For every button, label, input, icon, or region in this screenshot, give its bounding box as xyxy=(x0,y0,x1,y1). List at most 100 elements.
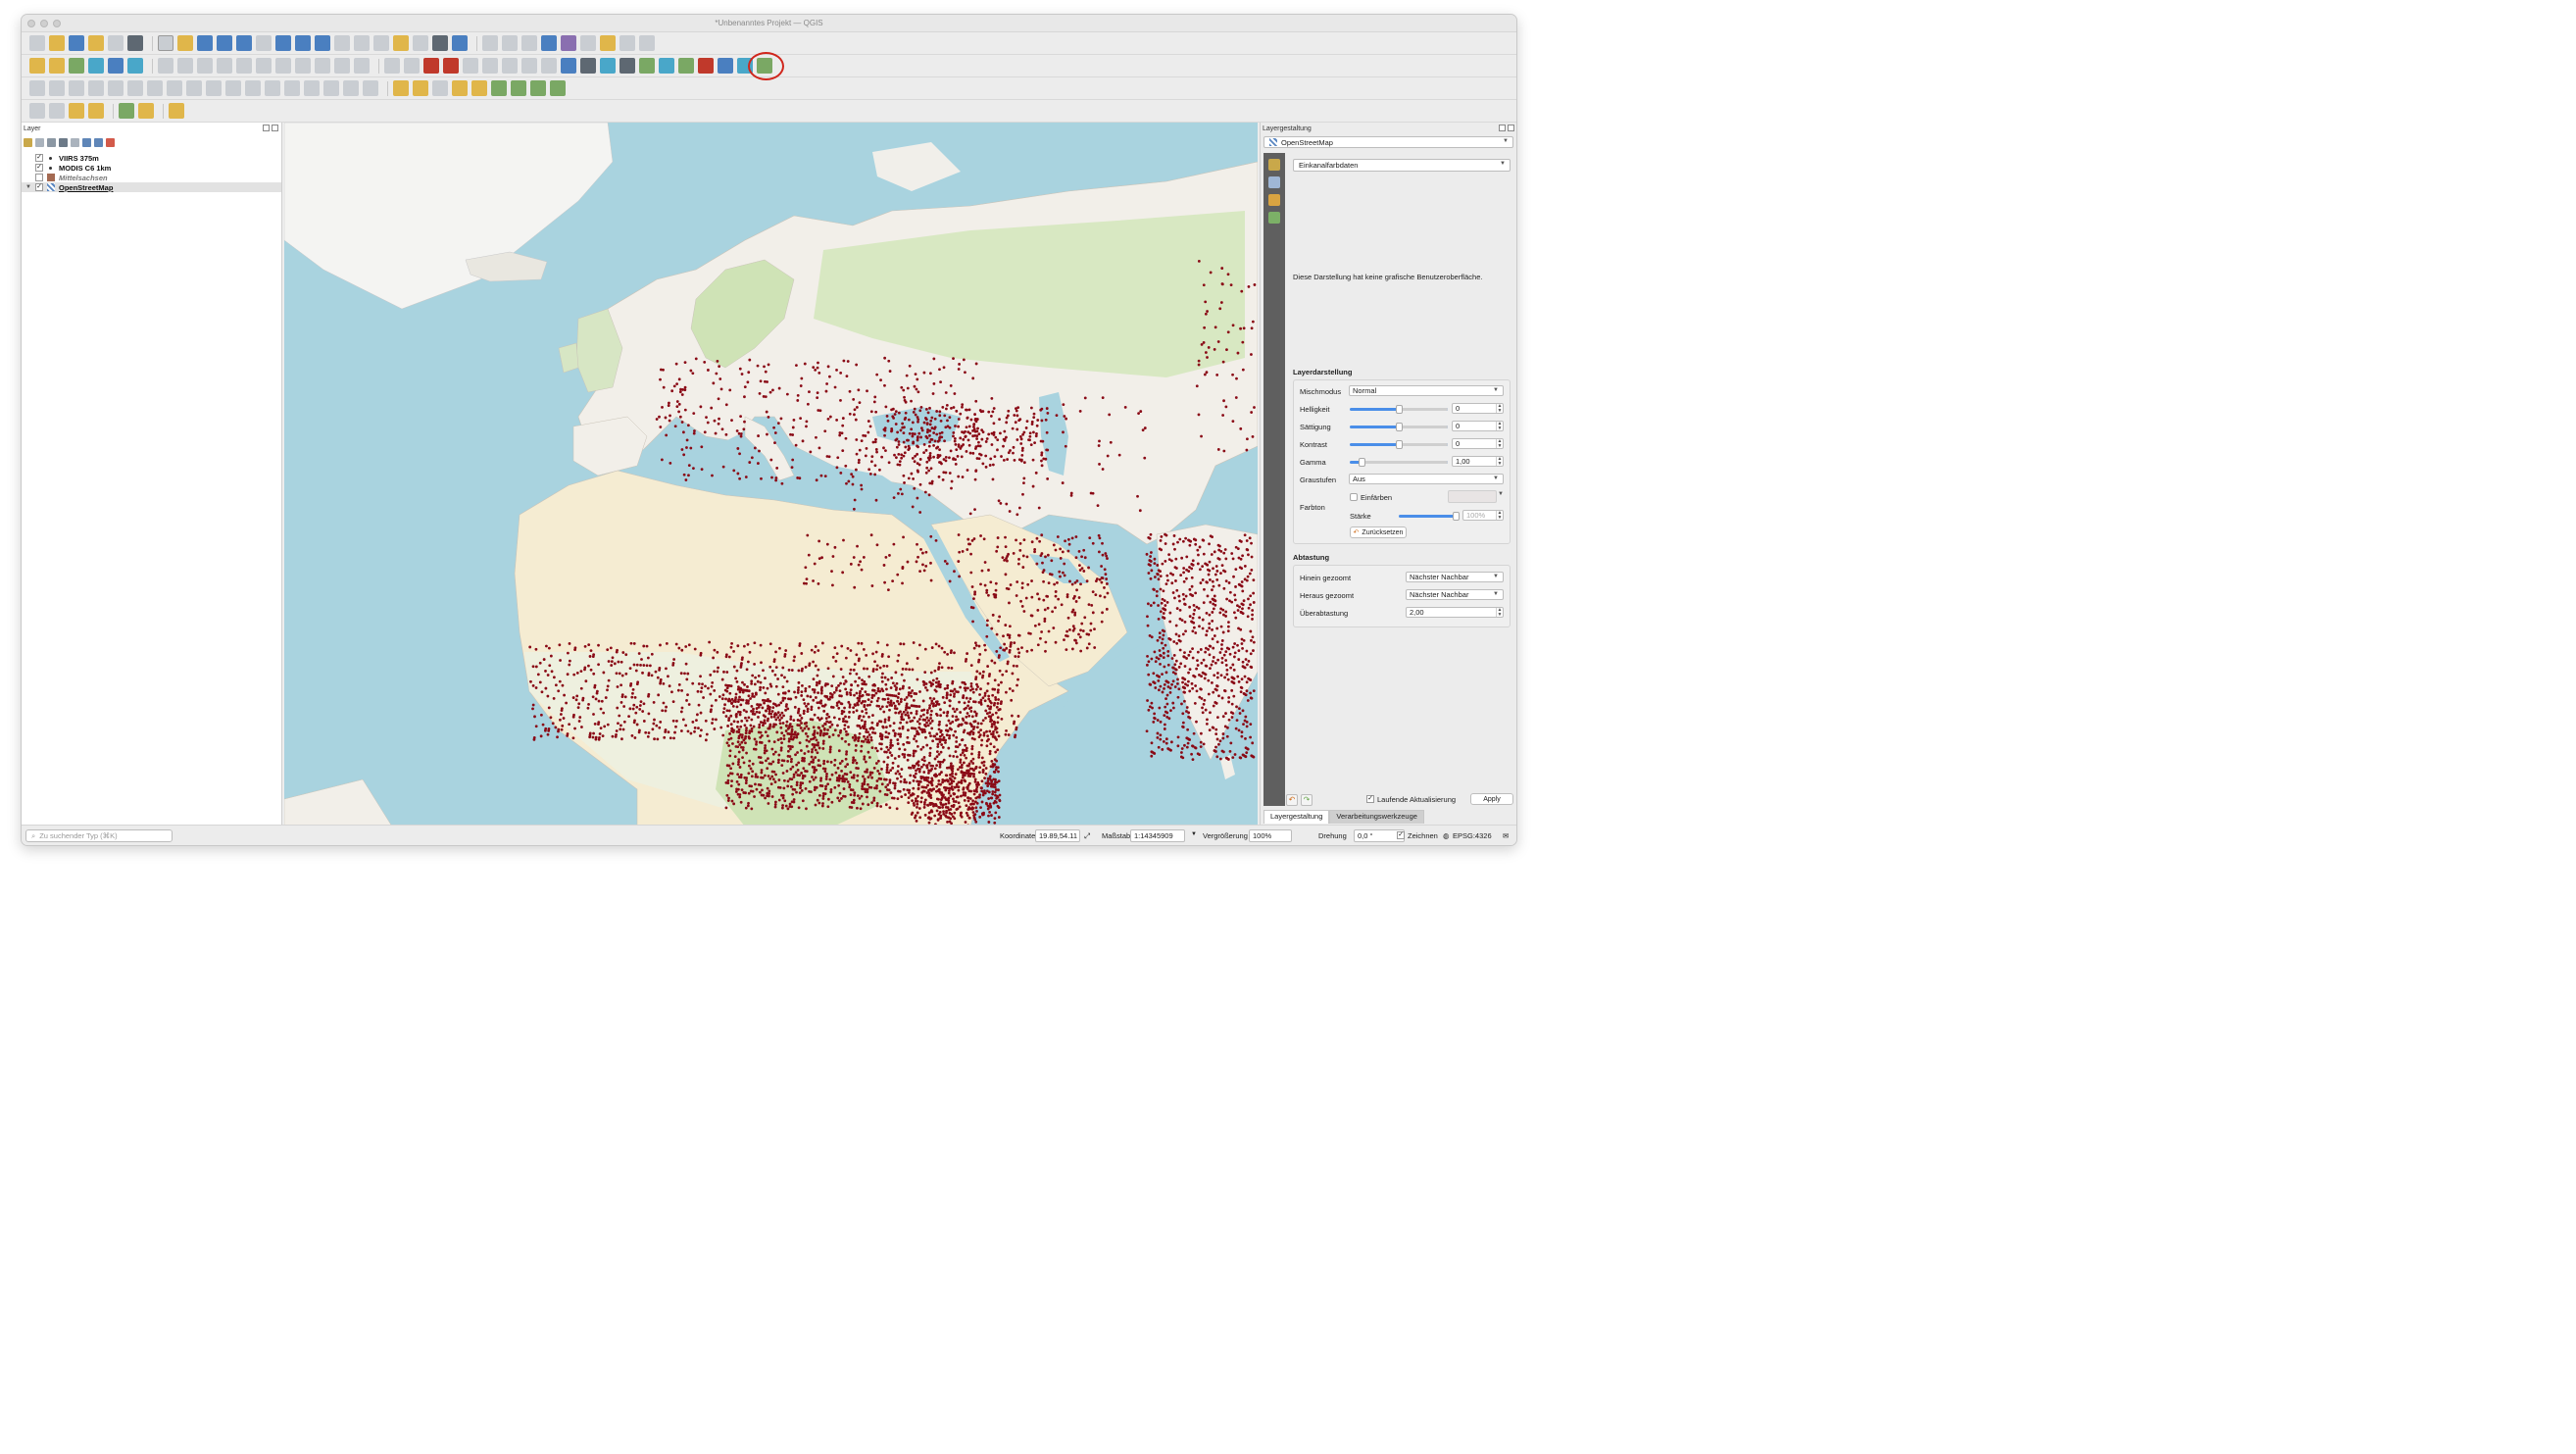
apply-button[interactable]: Apply xyxy=(1470,793,1513,805)
reset-button[interactable]: ↶ Zurücksetzen xyxy=(1350,526,1407,538)
slider-handle[interactable] xyxy=(1452,512,1460,521)
undo-icon[interactable] xyxy=(334,58,350,74)
globe-icon[interactable] xyxy=(619,58,635,74)
layer-checkbox[interactable] xyxy=(35,174,43,181)
processing-toolbox-icon[interactable] xyxy=(541,35,557,51)
add-part-icon[interactable] xyxy=(127,80,143,96)
diagram-move-icon[interactable] xyxy=(541,58,557,74)
save-as-icon[interactable] xyxy=(88,35,104,51)
pan-to-selection-icon[interactable] xyxy=(177,35,193,51)
float-panel-icon[interactable] xyxy=(1499,125,1506,131)
show-bookmarks-icon[interactable] xyxy=(413,35,428,51)
remove-layer-icon[interactable] xyxy=(106,138,115,147)
save-project-icon[interactable] xyxy=(69,35,84,51)
symbology-icon[interactable] xyxy=(1268,159,1280,171)
layer-tools-icon[interactable] xyxy=(29,103,45,119)
zoom-last-icon[interactable] xyxy=(315,35,330,51)
zoom-native-icon[interactable] xyxy=(295,35,311,51)
spin-arrows-icon[interactable]: ▲ ▼ xyxy=(1496,510,1503,521)
delete-ring-icon[interactable] xyxy=(167,80,182,96)
filter-expression-icon[interactable] xyxy=(71,138,79,147)
undo-style-icon[interactable]: ↶ xyxy=(1286,794,1298,806)
label-pin-icon[interactable] xyxy=(404,58,420,74)
spin-arrows-icon[interactable]: ▲ ▼ xyxy=(1496,607,1503,618)
zoom-in-icon[interactable] xyxy=(197,35,213,51)
layer-checkbox[interactable]: ✓ xyxy=(35,164,43,172)
merge-features-icon[interactable] xyxy=(284,80,300,96)
filter-legend-icon[interactable] xyxy=(59,138,68,147)
zoom-out-resampling-select[interactable]: Nächster Nachbar ▼ xyxy=(1406,589,1504,600)
label-highlight-icon[interactable] xyxy=(423,58,439,74)
style-manager-icon[interactable] xyxy=(127,35,143,51)
saturation-slider[interactable] xyxy=(1350,423,1448,431)
simplify-icon[interactable] xyxy=(88,80,104,96)
oversampling-spinbox[interactable]: 2,00 ▲ ▼ xyxy=(1406,607,1504,618)
select-by-location-icon[interactable] xyxy=(432,80,448,96)
close-panel-icon[interactable] xyxy=(272,125,278,131)
crs-globe-icon[interactable]: ◍ xyxy=(1443,831,1450,840)
split-parts-icon[interactable] xyxy=(265,80,280,96)
zoom-out-icon[interactable] xyxy=(217,35,232,51)
gamma-slider[interactable] xyxy=(1350,458,1448,467)
georeferencer-icon[interactable] xyxy=(659,58,674,74)
measure-icon[interactable] xyxy=(580,35,596,51)
contrast-spinbox[interactable]: 0 ▲ ▼ xyxy=(1452,438,1504,449)
minimize-window-button[interactable] xyxy=(40,20,48,27)
coordinate-field[interactable]: 19.89,54.11 xyxy=(1035,829,1080,842)
select-by-expression-icon[interactable] xyxy=(413,80,428,96)
spin-arrows-icon[interactable]: ▲ ▼ xyxy=(1496,438,1503,449)
deselect-icon[interactable] xyxy=(491,80,507,96)
layer-row[interactable]: ▼ ✓ OpenStreetMap xyxy=(22,182,281,192)
new-3d-view-icon[interactable] xyxy=(373,35,389,51)
digitize-line-icon[interactable] xyxy=(29,80,45,96)
messages-icon[interactable]: ✉ xyxy=(1503,831,1510,840)
zoom-in-resampling-select[interactable]: Nächster Nachbar ▼ xyxy=(1406,572,1504,582)
new-project-icon[interactable] xyxy=(29,35,45,51)
refresh-icon[interactable] xyxy=(452,35,468,51)
temporal-controller-icon[interactable] xyxy=(432,35,448,51)
lock-scale-icon[interactable]: ▼ xyxy=(1191,831,1197,837)
magnifier-field[interactable]: 100% xyxy=(1249,829,1292,842)
collapse-all-icon[interactable] xyxy=(94,138,103,147)
grayscale-select[interactable]: Aus ▼ xyxy=(1349,474,1504,484)
slider-handle[interactable] xyxy=(1395,440,1403,449)
renderer-select[interactable]: Einkanalfarbdaten ▼ xyxy=(1293,159,1511,172)
quickmapservices-icon[interactable] xyxy=(639,58,655,74)
save-edits-icon[interactable] xyxy=(177,58,193,74)
manage-themes-icon[interactable] xyxy=(47,138,56,147)
close-panel-icon[interactable] xyxy=(1508,125,1514,131)
label-tool-icon[interactable] xyxy=(384,58,400,74)
cut-features-icon[interactable] xyxy=(275,58,291,74)
select-by-form-icon[interactable] xyxy=(393,80,409,96)
layer-row[interactable]: ✓ MODIS C6 1km xyxy=(22,163,281,173)
float-panel-icon[interactable] xyxy=(263,125,270,131)
data-source-manager-icon[interactable] xyxy=(29,58,45,74)
slider-handle[interactable] xyxy=(1395,405,1403,414)
select-radius-icon[interactable] xyxy=(550,80,566,96)
saturation-spinbox[interactable]: 0 ▲ ▼ xyxy=(1452,421,1504,431)
gamma-spinbox[interactable]: 1,00 ▲ ▼ xyxy=(1452,456,1504,467)
python-console-icon[interactable] xyxy=(600,58,616,74)
new-print-layout-icon[interactable] xyxy=(108,35,124,51)
blend-mode-select[interactable]: Normal ▼ xyxy=(1349,385,1504,396)
add-ring-icon[interactable] xyxy=(108,80,124,96)
vertex-tool-icon[interactable] xyxy=(217,58,232,74)
spin-arrows-icon[interactable]: ▲ ▼ xyxy=(1496,403,1503,414)
add-group-icon[interactable] xyxy=(49,103,65,119)
new-geopackage-icon[interactable] xyxy=(49,58,65,74)
reshape-icon[interactable] xyxy=(206,80,222,96)
field-calculator-icon[interactable] xyxy=(521,35,537,51)
merge-attributes-icon[interactable] xyxy=(304,80,320,96)
rotate-symbols-icon[interactable] xyxy=(323,80,339,96)
add-vector-layer-icon[interactable] xyxy=(69,58,84,74)
locator-icon[interactable] xyxy=(169,103,184,119)
select-features-icon[interactable] xyxy=(452,80,468,96)
layer-checkbox[interactable]: ✓ xyxy=(35,154,43,162)
layer-row[interactable]: Mittelsachsen xyxy=(22,173,281,182)
search-map-icon[interactable] xyxy=(119,103,134,119)
chevron-down-icon[interactable]: ▼ xyxy=(1498,491,1504,497)
zoom-window-button[interactable] xyxy=(53,20,61,27)
layer-checkbox[interactable]: ✓ xyxy=(35,183,43,191)
label-toggle-icon[interactable] xyxy=(443,58,459,74)
paste-features-icon[interactable] xyxy=(315,58,330,74)
